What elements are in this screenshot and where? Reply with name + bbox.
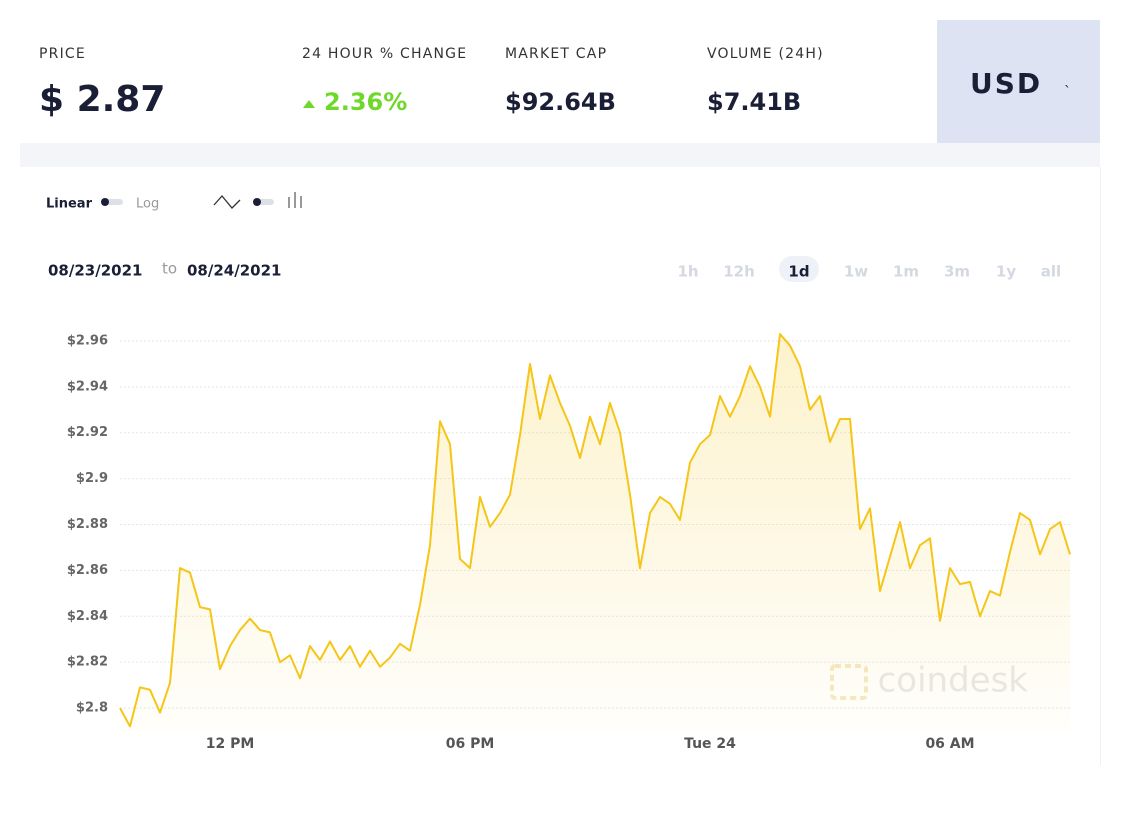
x-tick-label: 06 PM — [446, 736, 495, 752]
date-to-word: to — [162, 260, 177, 278]
timeframe[interactable]: 1h — [677, 263, 698, 281]
header-band — [20, 143, 1100, 167]
change-value: 2.36% — [324, 88, 407, 116]
currency[interactable]: USD — [970, 67, 1042, 100]
y-tick-label: $2.82 — [67, 655, 108, 670]
volume-label: VOLUME (24H) — [707, 46, 824, 62]
log-option[interactable]: Log — [136, 197, 159, 212]
up-arrow — [303, 100, 315, 108]
price-label: PRICE — [39, 46, 86, 62]
dropdown-caret[interactable]: ˎ — [1064, 72, 1071, 88]
candle-icon[interactable] — [288, 192, 302, 208]
y-tick-label: $2.8 — [76, 701, 108, 716]
y-tick-label: $2.92 — [67, 425, 108, 440]
change-label: 24 HOUR % CHANGE — [302, 46, 467, 62]
timeframe[interactable]: 12h — [723, 263, 755, 281]
chart-toggle-knob[interactable] — [253, 198, 261, 206]
x-tick-label: Tue 24 — [684, 736, 736, 752]
timeframe[interactable]: 1m — [893, 263, 919, 281]
timeframe[interactable]: all — [1041, 263, 1061, 281]
x-tick-label: 12 PM — [206, 736, 255, 752]
timeframe[interactable]: 1w — [844, 263, 868, 281]
timeframe-active-bg — [779, 256, 819, 282]
timeframe[interactable]: 1d — [788, 263, 809, 281]
date-to[interactable]: 08/24/2021 — [187, 262, 281, 280]
volume-value: $7.41B — [707, 88, 801, 116]
timeframe[interactable]: 1y — [996, 263, 1016, 281]
y-tick-label: $2.84 — [67, 609, 108, 624]
y-tick-label: $2.88 — [67, 517, 108, 532]
scale-toggle-knob[interactable] — [101, 198, 109, 206]
timeframe[interactable]: 3m — [944, 263, 970, 281]
area — [120, 334, 1070, 731]
linear-option[interactable]: Linear — [46, 197, 93, 212]
price-value: $ 2.87 — [39, 79, 165, 120]
y-tick-label: $2.94 — [67, 379, 108, 394]
date-from[interactable]: 08/23/2021 — [48, 262, 142, 280]
market-cap-value: $92.64B — [505, 88, 616, 116]
line-icon[interactable] — [213, 195, 241, 209]
x-tick-label: 06 AM — [925, 736, 974, 752]
currency-selector[interactable] — [937, 20, 1100, 143]
y-tick-label: $2.96 — [67, 333, 108, 348]
y-tick-label: $2.86 — [67, 563, 108, 578]
market-cap-label: MARKET CAP — [505, 46, 607, 62]
price-line — [119, 333, 1071, 728]
y-tick-label: $2.9 — [76, 471, 108, 486]
